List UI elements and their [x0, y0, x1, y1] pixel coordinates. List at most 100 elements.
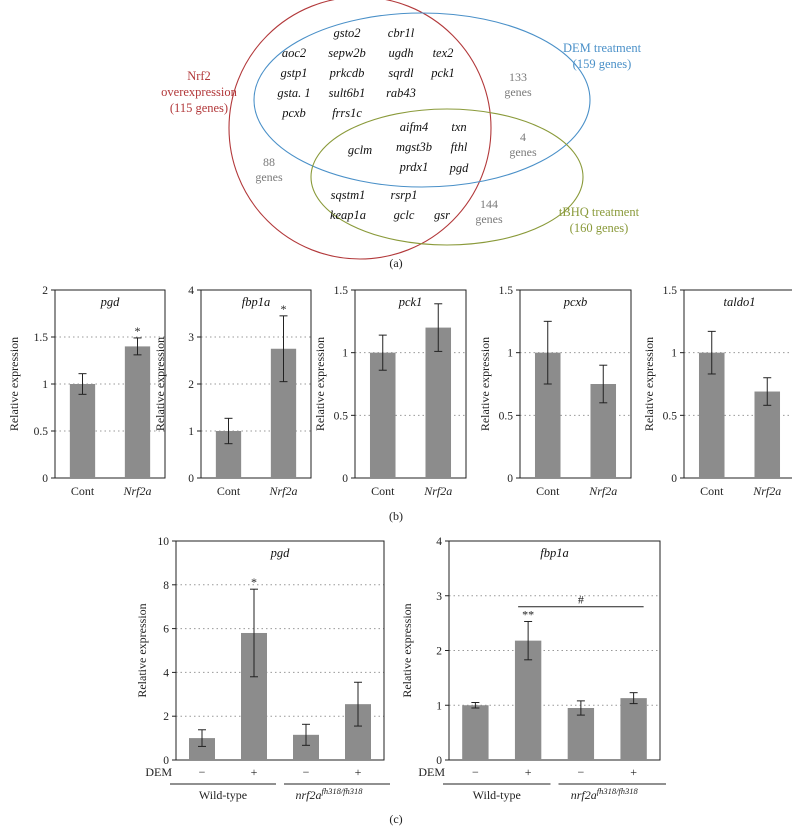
- y-tick-label: 0.5: [34, 426, 49, 438]
- x-category-label: Cont: [700, 484, 724, 498]
- x-category-label: Cont: [217, 484, 241, 498]
- y-tick-label: 1: [507, 348, 513, 360]
- x-category-label: Nrf2a: [752, 484, 781, 498]
- plot-frame: [448, 540, 661, 761]
- genes-nrf2-dem: aoc2 gstp1 gsta. 1 pcxb gsto2 sepw2b prk…: [277, 26, 454, 120]
- y-tick-label: 0: [436, 755, 442, 767]
- gene-label: sqrdl: [388, 66, 414, 80]
- plot-frame: [175, 540, 385, 761]
- bar: [189, 738, 215, 760]
- y-tick-label: 0: [507, 473, 513, 485]
- gene-label: rsrp1: [390, 188, 417, 202]
- y-tick-label: 10: [158, 536, 170, 548]
- y-tick-label: 1: [188, 426, 194, 438]
- bar: [567, 707, 595, 760]
- y-tick-label: 0: [671, 473, 677, 485]
- chart-title: taldo1: [724, 295, 756, 309]
- bar: [462, 705, 489, 760]
- plot-frame: [200, 289, 312, 479]
- venn-ellipse-tbhq: [310, 108, 584, 246]
- gene-label: gsr: [434, 208, 450, 222]
- set-label-tbhq-line2: (160 genes): [570, 221, 629, 235]
- gene-label: ugdh: [389, 46, 414, 60]
- chart-title: pcxb: [563, 295, 588, 309]
- gene-label: gstp1: [280, 66, 307, 80]
- y-tick-label: 0.5: [499, 410, 514, 422]
- y-tick-label: 0.5: [663, 410, 678, 422]
- y-tick-label: 2: [436, 646, 442, 658]
- y-tick-label: 8: [163, 580, 169, 592]
- y-tick-label: 4: [163, 667, 169, 679]
- y-axis-label: Relative expression: [642, 337, 656, 431]
- chart-title: fbp1a: [242, 295, 270, 309]
- y-axis-label: Relative expression: [7, 337, 21, 431]
- y-tick-label: 1: [42, 379, 48, 391]
- significance-marker: **: [522, 607, 534, 621]
- chart-title: fbp1a: [540, 546, 568, 560]
- chart-title: pgd: [270, 546, 291, 560]
- y-tick-label: 0: [163, 755, 169, 767]
- bar: [620, 698, 647, 760]
- chart-5-pgd: 0 2 4 6 8 10 Relative expression pgd * DEM − + − + Wil…: [135, 536, 390, 802]
- group-superscript: fh318/fh318: [321, 786, 363, 796]
- significance-marker: *: [135, 324, 141, 338]
- gene-label: tex2: [433, 46, 454, 60]
- bar: [69, 384, 96, 478]
- y-axis-label: Relative expression: [313, 337, 327, 431]
- chart-0-pgd: 0 0.5 1 1.5 2 Relative expression pgd * Cont Nrf2…: [7, 285, 166, 498]
- y-tick-label: 3: [436, 591, 442, 603]
- panel-label-c: (c): [389, 812, 402, 826]
- y-axis-label: Relative expression: [153, 337, 167, 431]
- gene-label: sqstm1: [331, 188, 366, 202]
- y-tick-label: 2: [42, 285, 48, 297]
- group-superscript: fh318/fh318: [597, 786, 639, 796]
- gene-label: cbr1l: [388, 26, 415, 40]
- panel-label-b: (b): [389, 509, 403, 523]
- y-tick-label: 3: [188, 332, 194, 344]
- dem-label: DEM: [418, 765, 445, 779]
- count-tbhq-only: 144: [480, 197, 498, 211]
- count-dem-tbhq-unit: genes: [509, 145, 537, 159]
- y-axis-label: Relative expression: [135, 603, 149, 697]
- count-dem-tbhq: 4: [520, 130, 526, 144]
- x-category-label: −: [577, 765, 584, 779]
- gene-label: fthl: [451, 140, 468, 154]
- gene-label: sult6b1: [329, 86, 366, 100]
- gene-label: gclc: [394, 208, 415, 222]
- genes-all-three: gclm aifm4 mgst3b prdx1 txn fthl pgd: [348, 120, 469, 175]
- bar: [754, 391, 781, 478]
- x-category-label: Cont: [71, 484, 95, 498]
- y-tick-label: 1.5: [334, 285, 349, 297]
- plot-frame: [54, 289, 166, 479]
- count-nrf2-only-unit: genes: [255, 170, 283, 184]
- gene-label: aoc2: [282, 46, 306, 60]
- y-tick-label: 0: [42, 473, 48, 485]
- x-category-label: Nrf2a: [423, 484, 452, 498]
- group-label: Wild-type: [199, 788, 247, 802]
- group-label: nrf2afh318/fh318: [295, 786, 363, 802]
- x-category-label: −: [199, 765, 206, 779]
- set-label-nrf2-line3: (115 genes): [170, 101, 228, 115]
- y-tick-label: 1.5: [663, 285, 678, 297]
- x-category-label: Cont: [371, 484, 395, 498]
- group-label: Wild-type: [473, 788, 521, 802]
- bar: [124, 346, 151, 478]
- y-tick-label: 2: [163, 711, 169, 723]
- y-axis-label: Relative expression: [478, 337, 492, 431]
- significance-marker: *: [281, 302, 287, 316]
- y-tick-label: 4: [188, 285, 194, 297]
- chart-title: pgd: [100, 295, 121, 309]
- plot-frame: [519, 289, 632, 479]
- y-tick-label: 1: [436, 700, 442, 712]
- x-category-label: −: [303, 765, 310, 779]
- bar: [369, 352, 396, 478]
- charts: 0 0.5 1 1.5 2 Relative expression pgd * Cont Nrf2…: [7, 285, 792, 802]
- x-category-label: +: [525, 765, 532, 779]
- count-nrf2-only: 88: [263, 155, 275, 169]
- y-tick-label: 4: [436, 536, 442, 548]
- set-label-dem-line1: DEM treatment: [563, 41, 642, 55]
- y-tick-label: 6: [163, 624, 169, 636]
- venn-circle-nrf2: [228, 0, 492, 260]
- x-category-label: Nrf2a: [122, 484, 151, 498]
- y-tick-label: 2: [188, 379, 194, 391]
